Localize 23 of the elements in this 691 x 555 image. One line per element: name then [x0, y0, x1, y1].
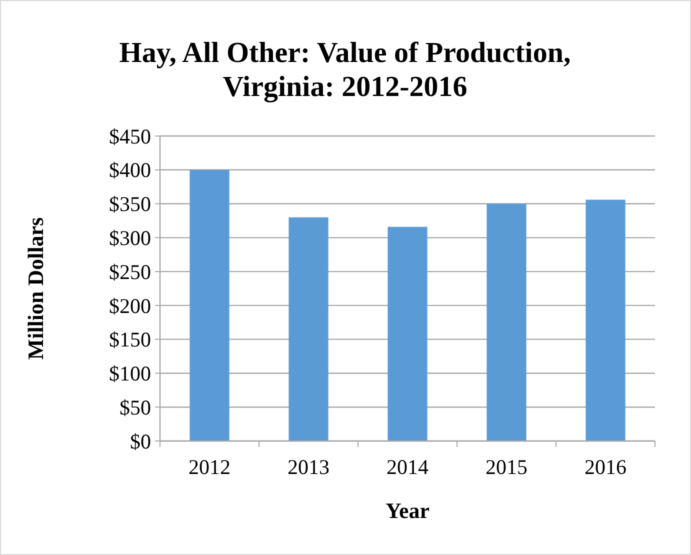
y-tick-label: $200	[109, 294, 151, 318]
y-tick-label: $50	[120, 395, 151, 420]
x-tick-label: 2015	[486, 455, 528, 479]
x-tick-label: 2013	[288, 455, 330, 479]
x-tick-label: 2012	[188, 455, 230, 479]
bar	[190, 170, 230, 441]
y-tick-label: $300	[109, 226, 151, 250]
bar	[586, 200, 626, 441]
y-tick-label: $100	[109, 362, 151, 386]
x-tick-label: 2016	[584, 455, 626, 479]
bar	[288, 217, 328, 441]
y-axis-title: Million Dollars	[23, 216, 48, 360]
y-tick-label: $350	[109, 192, 151, 216]
y-tick-label: $250	[109, 260, 151, 284]
y-tick-label: $450	[109, 124, 151, 148]
x-tick-label: 2014	[386, 455, 429, 479]
y-tick-label: $400	[109, 158, 151, 182]
y-tick-label: $150	[109, 328, 151, 352]
chart-title: Hay, All Other: Value of Production, Virginia: 2012-2016	[119, 37, 571, 103]
y-tick-label: $0	[130, 429, 151, 454]
bar	[486, 204, 526, 441]
x-axis-title: Year	[386, 498, 430, 523]
bar	[388, 226, 428, 441]
